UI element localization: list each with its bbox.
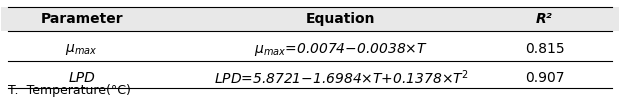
Text: 0.907: 0.907 bbox=[525, 71, 564, 85]
Text: Parameter: Parameter bbox=[40, 12, 123, 26]
Text: $\mu_{max}$=0.0074$-$0.0038$\times$T: $\mu_{max}$=0.0074$-$0.0038$\times$T bbox=[254, 40, 428, 58]
FancyBboxPatch shape bbox=[1, 7, 619, 31]
Text: T:  Temperature(°C): T: Temperature(°C) bbox=[7, 84, 130, 97]
Text: R²: R² bbox=[536, 12, 553, 26]
Text: LPD: LPD bbox=[68, 71, 95, 85]
Text: 0.815: 0.815 bbox=[525, 42, 564, 56]
Text: $LPD$=5.8721$-$1.6984$\times$T+0.1378$\times$T$^{2}$: $LPD$=5.8721$-$1.6984$\times$T+0.1378$\t… bbox=[213, 68, 468, 87]
Text: Equation: Equation bbox=[306, 12, 376, 26]
Text: $\mu_{max}$: $\mu_{max}$ bbox=[66, 42, 98, 57]
